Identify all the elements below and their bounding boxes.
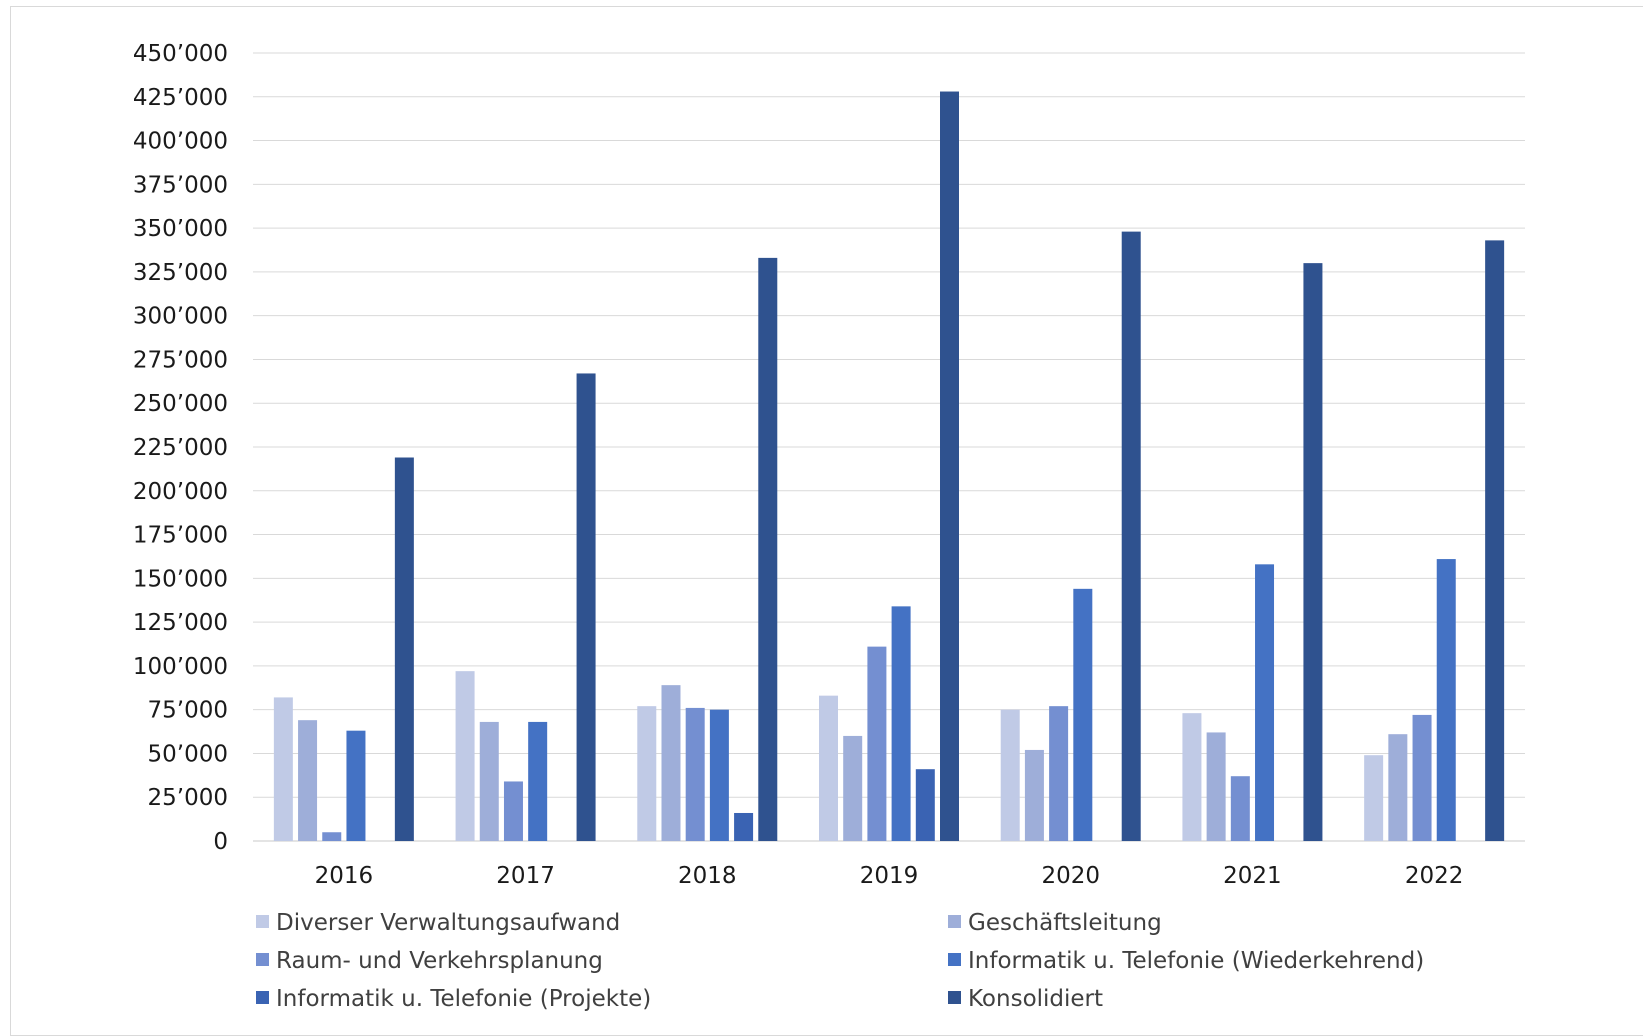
legend-label: Geschäftsleitung [968, 910, 1162, 936]
bar-2022-series-2 [1388, 734, 1408, 841]
y-tick-label: 75’000 [148, 698, 228, 724]
y-tick-label: 425’000 [133, 85, 228, 111]
bar-2018-series-1 [637, 706, 657, 841]
x-tick-label: 2019 [860, 863, 919, 889]
y-tick-label: 450’000 [133, 41, 228, 67]
y-tick-label: 175’000 [133, 523, 228, 549]
legend-swatch [948, 953, 961, 966]
bar-2022-series-4 [1436, 559, 1456, 841]
bar-2016-series-1 [273, 697, 293, 841]
bar-2017-series-3 [503, 781, 523, 841]
y-tick-label: 25’000 [148, 785, 228, 811]
legend-swatch [948, 915, 961, 928]
bar-2020-series-3 [1049, 706, 1069, 841]
x-tick-label: 2022 [1405, 863, 1464, 889]
legend-label: Konsolidiert [968, 986, 1103, 1012]
y-tick-label: 150’000 [133, 566, 228, 592]
x-tick-label: 2021 [1223, 863, 1282, 889]
bar-2019-series-2 [843, 735, 863, 841]
x-tick-label: 2017 [496, 863, 555, 889]
bar-2021-series-4 [1255, 564, 1275, 841]
legend-swatch [948, 991, 961, 1004]
y-tick-label: 125’000 [133, 610, 228, 636]
bar-2017-series-4 [528, 721, 548, 841]
y-tick-label: 325’000 [133, 260, 228, 286]
bar-2022-series-6 [1485, 240, 1505, 841]
x-tick-label: 2020 [1041, 863, 1100, 889]
bar-2019-series-1 [819, 695, 838, 841]
y-tick-label: 275’000 [133, 347, 228, 373]
bar-2017-series-6 [576, 373, 596, 841]
bar-2017-series-1 [455, 671, 475, 841]
y-tick-label: 350’000 [133, 216, 228, 242]
bar-2019-series-5 [915, 769, 935, 841]
bar-2021-series-6 [1303, 263, 1323, 842]
bar-2020-series-4 [1073, 588, 1093, 841]
y-tick-label: 0 [213, 829, 228, 855]
bar-2021-series-2 [1206, 732, 1226, 841]
y-tick-label: 50’000 [148, 741, 228, 767]
y-tick-label: 225’000 [133, 435, 228, 461]
gridlines [253, 52, 1525, 842]
x-tick-label: 2016 [315, 863, 374, 889]
legend-swatch [256, 953, 269, 966]
y-axis-ticks: 0 25’000 50’000 75’000 100’000 125’000 150’000… [133, 41, 228, 855]
y-tick-label: 400’000 [133, 129, 228, 155]
bar-2019-series-4 [891, 606, 911, 841]
x-axis-ticks: 2016 2017 2018 2019 2020 2021 2022 [315, 863, 1464, 889]
bar-2018-series-3 [685, 707, 705, 841]
legend-label: Raum- und Verkehrsplanung [276, 948, 603, 974]
bar-2020-series-1 [1000, 709, 1020, 841]
y-tick-label: 200’000 [133, 479, 228, 505]
bar-2018-series-4 [709, 709, 729, 841]
bar-2022-series-3 [1412, 714, 1432, 841]
bar-2019-series-3 [867, 646, 887, 841]
y-tick-label: 250’000 [133, 391, 228, 417]
legend-swatch [256, 991, 269, 1004]
legend-swatch [256, 915, 269, 928]
legend: Diverser Verwaltungsaufwand Geschäftsleit… [256, 910, 1424, 1012]
legend-label: Informatik u. Telefonie (Projekte) [276, 986, 651, 1012]
bar-2017-series-2 [479, 721, 499, 841]
legend-label: Diverser Verwaltungsaufwand [276, 910, 620, 936]
bar-2016-series-4 [346, 730, 366, 841]
y-tick-label: 375’000 [133, 172, 228, 198]
bar-2016-series-3 [322, 832, 342, 841]
bar-2022-series-1 [1364, 755, 1384, 841]
bar-2018-series-6 [758, 257, 778, 841]
bar-2021-series-1 [1182, 713, 1202, 841]
bar-2018-series-5 [734, 812, 754, 841]
bars [273, 91, 1505, 842]
bar-2016-series-6 [394, 457, 414, 841]
bar-2018-series-2 [661, 685, 681, 841]
bar-2019-series-6 [940, 91, 959, 842]
y-tick-label: 100’000 [133, 654, 228, 680]
bar-2020-series-6 [1121, 231, 1141, 841]
legend-label: Informatik u. Telefonie (Wiederkehrend) [968, 948, 1424, 974]
bar-2016-series-2 [298, 720, 318, 841]
y-tick-label: 300’000 [133, 304, 228, 330]
x-tick-label: 2018 [678, 863, 737, 889]
bar-2020-series-2 [1024, 749, 1044, 841]
bar-2021-series-3 [1230, 776, 1250, 841]
